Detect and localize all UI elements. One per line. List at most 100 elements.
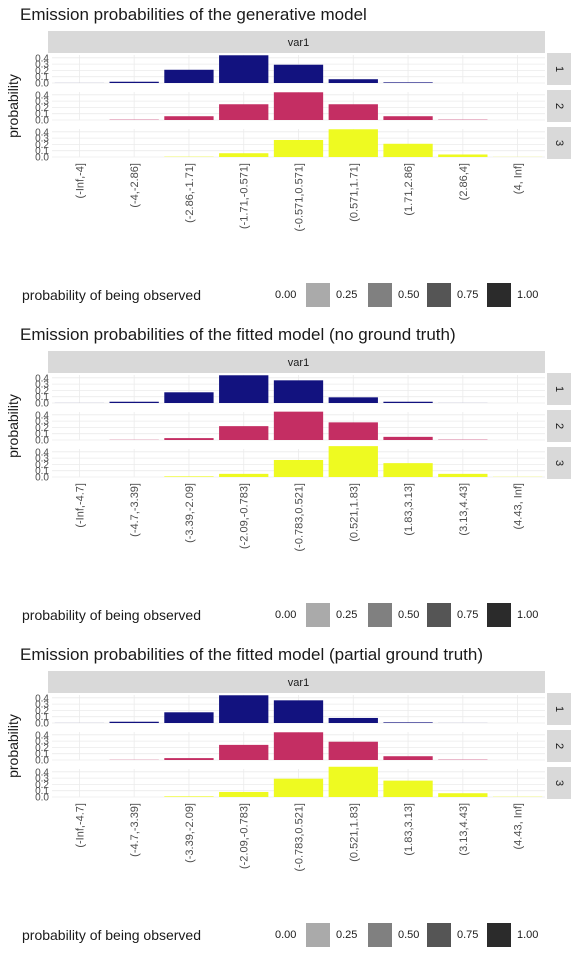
x-tick-label: (0.521,1.83] bbox=[348, 483, 360, 542]
bar bbox=[329, 104, 378, 120]
chart-panel-2: Emission probabilities of the fitted mod… bbox=[5, 325, 571, 627]
bar bbox=[329, 79, 378, 83]
legend-label: 0.50 bbox=[398, 289, 419, 301]
x-tick-label: (-0.571,0.571] bbox=[294, 163, 306, 232]
bar bbox=[219, 792, 268, 797]
y-tick-label: 0.4 bbox=[35, 693, 49, 704]
facet-strip-label: var1 bbox=[288, 37, 309, 49]
bar bbox=[274, 65, 323, 83]
legend-swatch bbox=[306, 283, 330, 307]
legend-title: probability of being observed bbox=[22, 607, 201, 623]
y-axis-label: probability bbox=[5, 74, 21, 138]
row-facet-label: 1 bbox=[553, 66, 565, 72]
x-tick-label: (3.13,4.43] bbox=[458, 483, 470, 536]
bar bbox=[329, 422, 378, 440]
chart-title: Emission probabilities of the generative… bbox=[20, 5, 367, 24]
y-tick-label: 0.4 bbox=[35, 373, 49, 384]
bar bbox=[110, 722, 159, 723]
bar bbox=[383, 144, 432, 157]
bar bbox=[383, 402, 432, 403]
y-tick-label: 0.4 bbox=[35, 730, 49, 741]
bar bbox=[219, 153, 268, 157]
bar bbox=[383, 437, 432, 440]
x-tick-label: (-2.09,-0.783] bbox=[239, 803, 251, 869]
legend-swatch bbox=[306, 923, 330, 947]
legend-swatch bbox=[487, 923, 511, 947]
bar bbox=[274, 140, 323, 157]
bar bbox=[219, 695, 268, 723]
x-tick-label: (-3.39,-2.09] bbox=[184, 483, 196, 543]
bar bbox=[110, 402, 159, 403]
x-tick-label: (2.86,4] bbox=[458, 163, 470, 200]
x-tick-label: (-4.7,-3.39] bbox=[129, 483, 141, 537]
bar bbox=[329, 129, 378, 157]
legend-label: 0.00 bbox=[275, 289, 296, 301]
x-tick-label: (4.43, Inf] bbox=[513, 483, 525, 529]
bar bbox=[329, 446, 378, 477]
bar bbox=[164, 758, 213, 760]
x-tick-label: (-3.39,-2.09] bbox=[184, 803, 196, 863]
x-tick-label: (-Inf,-4.7] bbox=[74, 483, 86, 528]
bar bbox=[329, 397, 378, 403]
row-facet-label: 1 bbox=[553, 386, 565, 392]
legend-swatch bbox=[487, 283, 511, 307]
legend-swatch bbox=[427, 603, 451, 627]
chart-title: Emission probabilities of the fitted mod… bbox=[20, 645, 483, 664]
facet-strip-label: var1 bbox=[288, 677, 309, 689]
bar bbox=[219, 55, 268, 83]
x-tick-label: (1.83,3.13] bbox=[403, 483, 415, 536]
y-axis-label: probability bbox=[5, 394, 21, 458]
bar bbox=[164, 476, 213, 477]
row-facet-label: 2 bbox=[553, 103, 565, 109]
bar bbox=[383, 116, 432, 120]
row-facet-label: 2 bbox=[553, 423, 565, 429]
legend-title: probability of being observed bbox=[22, 287, 201, 303]
bar bbox=[274, 460, 323, 477]
bar bbox=[164, 796, 213, 797]
x-tick-label: (3.13,4.43] bbox=[458, 803, 470, 856]
legend-label: 0.75 bbox=[457, 609, 478, 621]
x-tick-label: (-Inf,-4] bbox=[74, 163, 86, 198]
x-tick-label: (1.71,2.86] bbox=[403, 163, 415, 216]
legend-label: 0.50 bbox=[398, 609, 419, 621]
chart-panel-1: Emission probabilities of the generative… bbox=[5, 5, 571, 307]
chart-title: Emission probabilities of the fitted mod… bbox=[20, 325, 456, 344]
x-tick-label: (4, Inf] bbox=[513, 163, 525, 194]
legend-label: 1.00 bbox=[517, 929, 538, 941]
bar bbox=[438, 474, 487, 477]
x-tick-label: (1.83,3.13] bbox=[403, 803, 415, 856]
bar bbox=[219, 474, 268, 477]
bar bbox=[274, 700, 323, 723]
bar bbox=[274, 732, 323, 760]
bar bbox=[219, 375, 268, 403]
row-facet-label: 3 bbox=[553, 460, 565, 466]
x-tick-label: (-2.86,-1.71] bbox=[184, 163, 196, 223]
chart-panel-3: Emission probabilities of the fitted mod… bbox=[5, 645, 571, 947]
bar bbox=[164, 438, 213, 440]
x-tick-label: (-2.09,-0.783] bbox=[239, 483, 251, 549]
legend-swatch bbox=[306, 603, 330, 627]
bar bbox=[383, 756, 432, 760]
bar bbox=[164, 70, 213, 83]
x-tick-label: (-Inf,-4.7] bbox=[74, 803, 86, 848]
row-facet-label: 3 bbox=[553, 780, 565, 786]
bar bbox=[329, 742, 378, 760]
legend-label: 1.00 bbox=[517, 289, 538, 301]
bar bbox=[329, 767, 378, 797]
x-tick-label: (-1.71,-0.571] bbox=[239, 163, 251, 229]
bar bbox=[110, 82, 159, 83]
bar bbox=[383, 781, 432, 797]
bar bbox=[383, 82, 432, 83]
legend-swatch bbox=[368, 283, 392, 307]
x-tick-label: (-0.783,0.521] bbox=[294, 803, 306, 872]
y-tick-label: 0.4 bbox=[35, 53, 49, 64]
x-tick-label: (0.571,1.71] bbox=[348, 163, 360, 222]
legend-label: 0.25 bbox=[336, 289, 357, 301]
facet-strip-label: var1 bbox=[288, 357, 309, 369]
y-axis-label: probability bbox=[5, 714, 21, 778]
legend-label: 0.75 bbox=[457, 289, 478, 301]
y-tick-label: 0.4 bbox=[35, 127, 49, 138]
legend-title: probability of being observed bbox=[22, 927, 201, 943]
bar bbox=[164, 116, 213, 120]
